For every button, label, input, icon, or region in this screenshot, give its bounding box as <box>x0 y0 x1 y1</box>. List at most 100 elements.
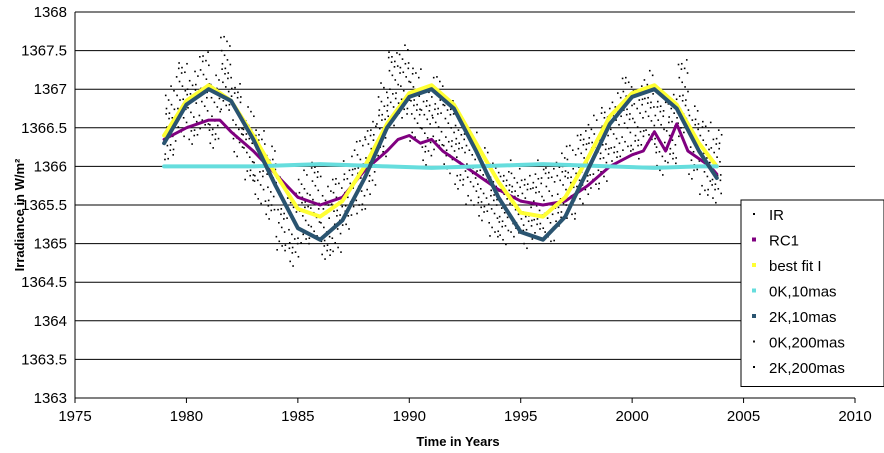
ir-point <box>670 107 673 110</box>
ir-point <box>456 174 459 177</box>
ir-point <box>387 56 390 59</box>
y-tick-label: 1365.5 <box>21 197 67 214</box>
ir-point <box>370 129 372 131</box>
y-tick-label: 1364 <box>34 313 67 330</box>
ir-point <box>359 140 361 142</box>
x-tick-label: 1975 <box>58 408 91 425</box>
ir-point <box>457 188 459 190</box>
ir-point <box>493 212 496 215</box>
ir-point <box>199 56 201 58</box>
ir-point <box>661 155 664 158</box>
ir-point <box>571 149 574 152</box>
ir-point <box>473 204 475 206</box>
ir-point <box>619 155 622 158</box>
ir-point <box>324 199 327 202</box>
ir-point <box>411 131 414 134</box>
ir-point <box>439 80 441 83</box>
x-tick-label: 2005 <box>727 408 760 425</box>
ir-point <box>694 118 697 121</box>
ir-point <box>715 137 718 140</box>
ir-point <box>564 175 566 178</box>
ir-point <box>372 139 375 141</box>
ir-point <box>382 150 384 153</box>
ir-point <box>347 215 350 217</box>
ir-point <box>174 140 177 142</box>
ir-point <box>484 147 486 149</box>
ir-point <box>246 170 249 172</box>
ir-point <box>703 152 705 155</box>
ir-point <box>387 96 389 99</box>
ir-point <box>441 144 444 146</box>
ir-point <box>291 233 293 236</box>
ir-point <box>186 88 189 91</box>
ir-point <box>270 191 272 193</box>
ir-point <box>236 155 238 158</box>
ir-point <box>672 93 675 96</box>
ir-point <box>239 101 242 104</box>
ir-point <box>216 87 218 90</box>
ir-point <box>253 180 256 182</box>
ir-point <box>172 154 174 156</box>
ir-point <box>297 237 299 240</box>
ir-point <box>321 194 324 197</box>
ir-point <box>529 174 531 177</box>
ir-point <box>218 97 221 100</box>
ir-point <box>419 127 422 129</box>
ir-point <box>205 59 207 62</box>
ir-point <box>532 187 534 189</box>
series-line <box>162 162 719 170</box>
ir-point <box>423 132 426 135</box>
ir-point <box>465 203 467 206</box>
ir-point <box>304 219 307 222</box>
ir-point <box>709 161 711 164</box>
ir-point <box>656 164 658 167</box>
ir-point <box>230 95 233 97</box>
ir-point <box>399 66 402 69</box>
ir-point <box>591 141 593 144</box>
ir-point <box>262 188 265 191</box>
ir-point <box>415 109 418 111</box>
ir-point <box>272 195 275 198</box>
ir-point <box>526 247 528 250</box>
ir-point <box>711 184 713 186</box>
ir-point <box>178 80 181 83</box>
ir-point <box>190 111 192 114</box>
ir-point <box>699 193 701 196</box>
ir-point <box>613 151 615 154</box>
ir-point <box>175 76 178 78</box>
ir-point <box>517 194 519 197</box>
ir-point <box>409 81 412 84</box>
ir-point <box>669 147 672 150</box>
ir-point <box>491 226 493 229</box>
ir-point <box>490 189 493 192</box>
ir-point <box>437 126 440 128</box>
ir-point <box>421 127 423 130</box>
ir-point <box>464 170 467 172</box>
ir-point <box>550 240 552 243</box>
y-tick-label: 1367.5 <box>21 43 67 60</box>
ir-point <box>436 76 438 78</box>
ir-point <box>393 124 395 127</box>
ir-point <box>257 139 260 141</box>
ir-point <box>251 142 253 145</box>
ir-point <box>551 194 553 197</box>
ir-point <box>384 118 386 121</box>
ir-point <box>250 110 252 113</box>
ir-point <box>280 213 282 216</box>
ir-point <box>685 59 688 61</box>
ir-point <box>389 101 392 104</box>
ir-point <box>654 114 657 117</box>
ir-point <box>339 214 341 216</box>
ir-point <box>408 80 410 83</box>
ir-point <box>321 253 323 256</box>
ir-point <box>319 175 322 178</box>
ir-point <box>662 110 665 112</box>
ir-point <box>509 159 512 162</box>
ir-point <box>712 197 714 199</box>
ir-point <box>646 83 649 86</box>
ir-point <box>334 242 337 244</box>
ir-point <box>487 203 490 206</box>
ir-point <box>396 52 398 54</box>
ir-point <box>589 174 591 176</box>
ir-point <box>276 249 278 251</box>
